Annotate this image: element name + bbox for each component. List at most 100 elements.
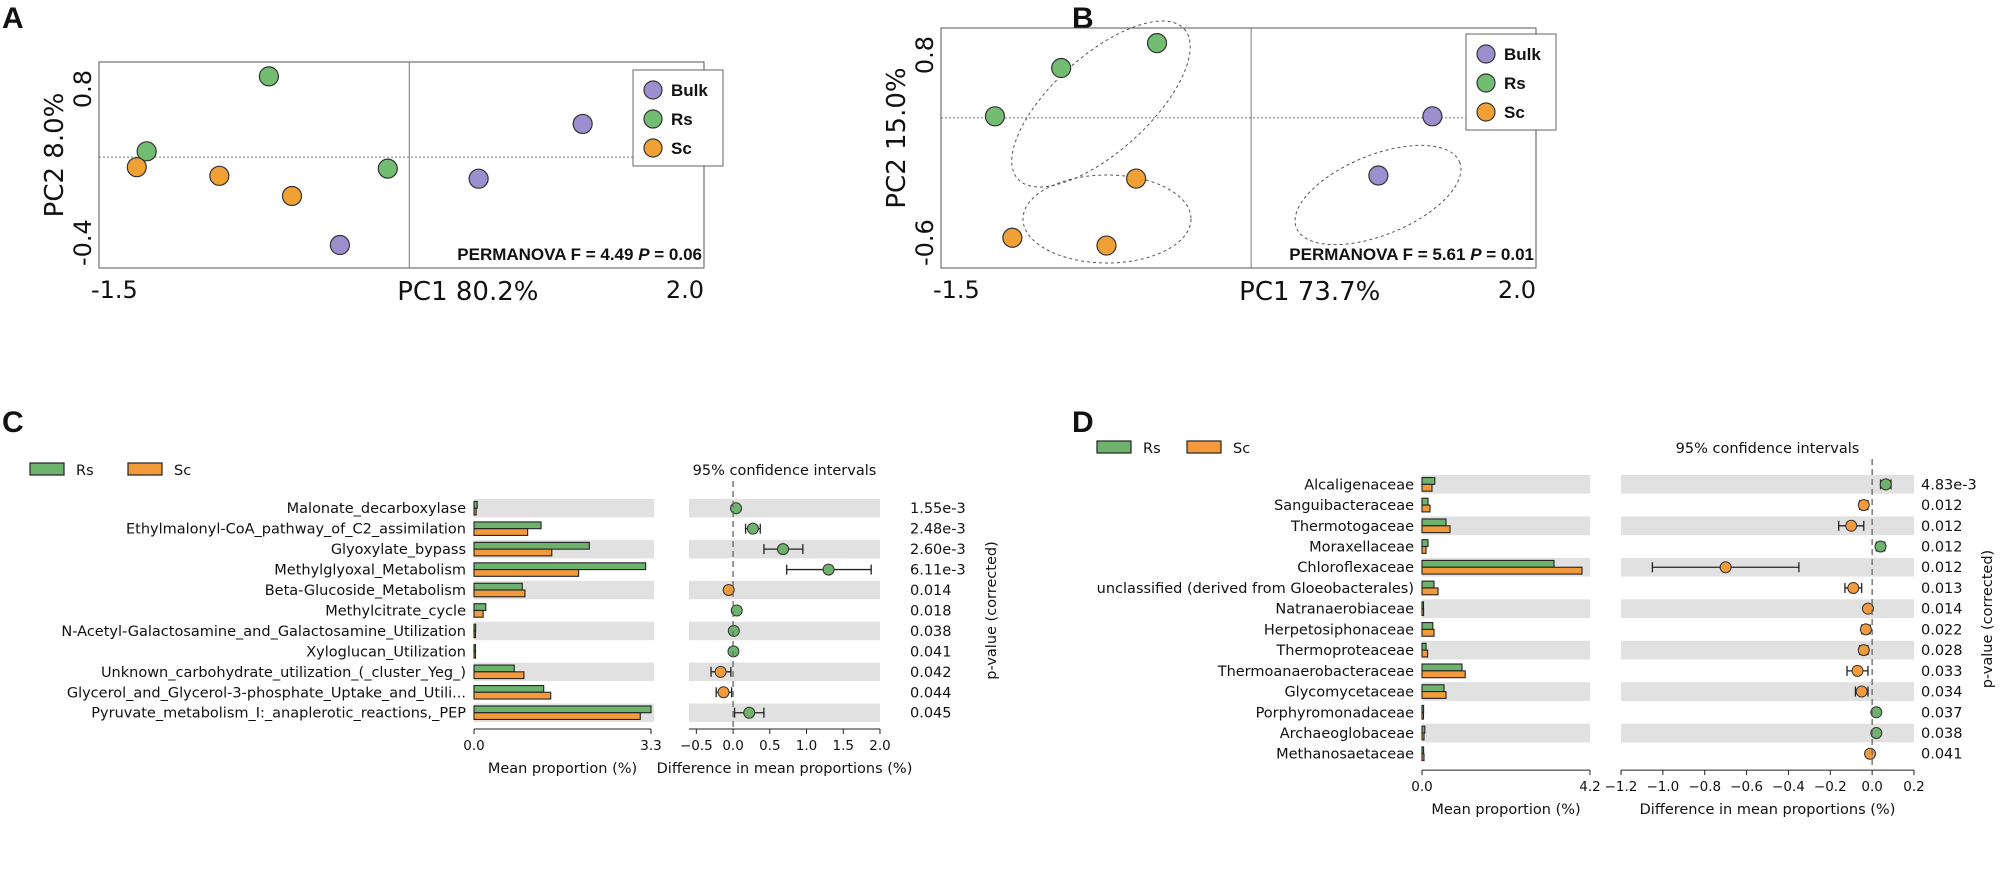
row-shade-left	[474, 621, 654, 641]
table-row: Porphyromonadaceae 0.037	[1256, 704, 1963, 721]
ci-title: 95% confidence intervals	[1676, 441, 1860, 457]
legend-marker-rs	[643, 109, 663, 129]
legend-label-bulk: Bulk	[1504, 45, 1541, 64]
diff-point	[722, 584, 735, 597]
diff-point	[743, 706, 756, 719]
row-shade-right	[689, 621, 880, 641]
bar-rs	[473, 603, 487, 612]
row-label: Sanguibacteraceae	[1274, 498, 1414, 514]
table-row: Glyoxylate_bypass 2.60e-3	[331, 539, 966, 559]
bar-sc	[1421, 545, 1427, 554]
table-row: Xyloglucan_Utilization 0.041	[306, 644, 952, 660]
point-rs-5	[377, 158, 398, 179]
bar-sc	[473, 671, 525, 680]
right-x-axis-title: Difference in mean proportions (%)	[1640, 802, 1896, 818]
row-shade-left	[1422, 723, 1590, 743]
row-shade-right	[689, 499, 880, 518]
p-value-axis-title: p-value (corrected)	[1980, 550, 1996, 688]
point-bulk-0	[1422, 106, 1443, 127]
p-value: 0.038	[910, 624, 952, 640]
panel-letter-a: A	[2, 2, 24, 35]
legend-label-sc: Sc	[1504, 103, 1525, 122]
right-tick-label: −0.2	[1814, 779, 1847, 795]
left-tick-label: 3.3	[640, 738, 661, 754]
diff-point	[822, 563, 835, 576]
bar-sc	[1421, 608, 1425, 617]
row-label: Alcaligenaceae	[1304, 477, 1414, 493]
table-row: Pyruvate_metabolism_I:_anaplerotic_react…	[91, 703, 952, 722]
row-label: Methanosaetaceae	[1276, 747, 1414, 763]
point-sc-8	[281, 185, 303, 207]
row-label: Archaeoglobaceae	[1280, 726, 1414, 742]
bar-rs	[473, 623, 477, 632]
x-tick-label-max: 2.0	[1498, 276, 1536, 304]
legend-label-sc: Sc	[671, 139, 692, 158]
table-row: N-Acetyl-Galactosamine_and_Galactosamine…	[61, 621, 952, 641]
panel-letter-d: D	[1072, 406, 1094, 439]
bar-rs	[1421, 642, 1427, 651]
p-value: 4.83e-3	[1921, 477, 1977, 493]
right-tick-label: −0.8	[1688, 779, 1721, 795]
bar-rs	[1421, 559, 1555, 568]
bar-sc	[1421, 504, 1431, 513]
diff-point	[1859, 623, 1872, 636]
row-shade-left	[1422, 516, 1590, 536]
bar-sc	[1421, 691, 1447, 699]
table-row: Glycerol_and_Glycerol-3-phosphate_Uptake…	[67, 684, 952, 701]
table-row: Archaeoglobaceae 0.038	[1280, 723, 1963, 743]
bar-rs	[473, 644, 477, 652]
table-row: Thermoproteaceae 0.028	[1275, 640, 1963, 660]
bar-rs	[473, 521, 542, 530]
row-label: Thermotogaceae	[1290, 519, 1414, 535]
row-shade-left	[1422, 475, 1590, 494]
p-value: 0.044	[910, 685, 952, 701]
diff-point	[727, 624, 740, 637]
point-sc-7	[1096, 235, 1117, 256]
row-label: N-Acetyl-Galactosamine_and_Galactosamine…	[61, 624, 466, 640]
panel-b-pcoa-plot: -1.5 2.0 0.8 -0.6 PC1 73.7% PC2 15.0% Bulk Rs Sc…	[882, 20, 1557, 307]
right-tick-label: 0.0	[722, 738, 743, 754]
point-rs-3	[136, 141, 157, 162]
legend-swatch-sc	[127, 462, 163, 476]
right-tick-label: −0.5	[680, 738, 713, 754]
p-value: 0.012	[1921, 560, 1963, 576]
p-value: 0.037	[1921, 705, 1963, 721]
right-tick-label: 0.0	[1861, 779, 1882, 795]
table-row: Glycomycetaceae 0.034	[1284, 682, 1963, 701]
plot-frame	[98, 61, 705, 269]
bar-rs	[1421, 663, 1463, 672]
bar-sc	[1421, 753, 1425, 762]
y-tick-label-max: 0.8	[69, 70, 97, 108]
bar-sc	[1421, 670, 1466, 679]
table-row: Methylglyoxal_Metabolism 6.11e-3	[274, 562, 966, 579]
y-tick-label-max: 0.8	[911, 36, 939, 74]
panel-letter-b: B	[1072, 2, 1094, 35]
x-axis-title: PC1 80.2%	[397, 277, 538, 307]
bar-sc	[473, 528, 529, 536]
left-tick-label: 0.0	[1411, 779, 1432, 795]
row-label: Xyloglucan_Utilization	[306, 644, 466, 660]
diff-point	[730, 604, 743, 617]
row-shade-right	[689, 662, 880, 682]
right-tick-label: 2.0	[869, 738, 890, 754]
plot-frame	[940, 27, 1537, 269]
bar-rs	[473, 664, 515, 673]
legend-label-rs: Rs	[1504, 74, 1526, 93]
bar-rs	[1421, 746, 1425, 755]
right-tick-label: −0.4	[1772, 779, 1805, 795]
legend-marker-sc	[643, 138, 663, 158]
right-tick-label: 1.5	[833, 738, 854, 754]
row-label: Thermoproteaceae	[1275, 643, 1414, 659]
bar-sc	[473, 691, 552, 700]
point-bulk-2	[1368, 165, 1389, 186]
point-sc-7	[209, 165, 230, 186]
permanova-annotation: PERMANOVA F = 5.61 P = 0.01	[1289, 245, 1534, 264]
row-shade-right	[1621, 516, 1914, 536]
bar-sc	[1421, 732, 1425, 741]
p-value: 0.018	[910, 603, 952, 619]
left-tick-label: 0.0	[463, 738, 484, 754]
row-shade-left	[1422, 682, 1590, 701]
p-value: 0.013	[1921, 581, 1963, 597]
diff-point	[1874, 540, 1887, 553]
point-sc-8	[1126, 168, 1147, 189]
